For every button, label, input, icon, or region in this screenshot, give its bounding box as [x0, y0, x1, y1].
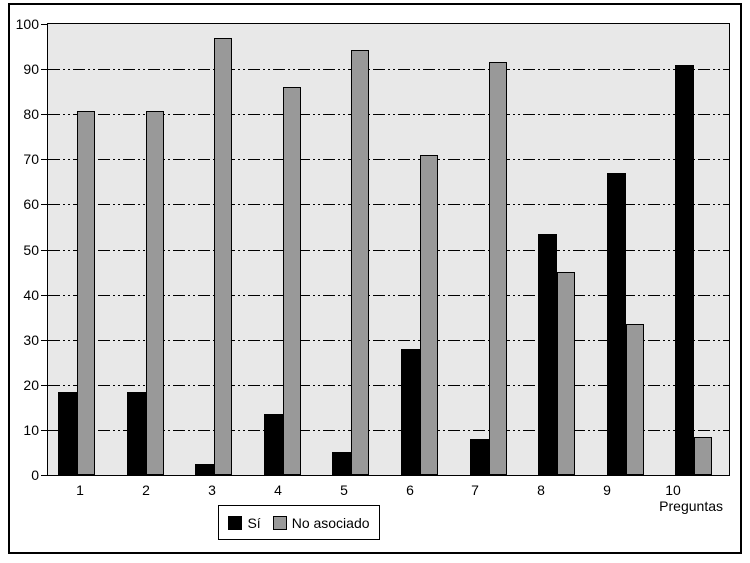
bar-si-10 [675, 65, 694, 475]
chart-frame: Preguntas Sí No asociado 1 2 3 4 5 6 7 8 9 10 0 10 2… [8, 3, 742, 554]
bar-no-asociado-5 [351, 50, 369, 475]
bar-no-asociado-9 [626, 324, 644, 475]
y-tick-mark-30 [41, 340, 48, 341]
x-category-label-2: 2 [142, 482, 150, 498]
bar-si-1 [58, 392, 77, 475]
y-tick-mark-100 [41, 24, 48, 25]
bar-si-6 [401, 349, 420, 475]
y-tick-mark-90 [41, 69, 48, 70]
y-tick-mark-80 [41, 114, 48, 115]
bar-no-asociado-8 [557, 272, 575, 475]
plot-area [47, 23, 730, 476]
y-tick-mark-40 [41, 295, 48, 296]
bar-no-asociado-4 [283, 87, 301, 475]
x-category-label-7: 7 [471, 482, 479, 498]
y-tick-mark-20 [41, 385, 48, 386]
y-tick-label-40: 40 [23, 287, 39, 303]
y-tick-mark-10 [41, 430, 48, 431]
bar-no-asociado-10 [694, 437, 712, 475]
y-tick-label-50: 50 [23, 242, 39, 258]
y-tick-mark-50 [41, 250, 48, 251]
x-category-label-5: 5 [340, 482, 348, 498]
bar-si-5 [332, 452, 351, 475]
legend-label-si: Sí [247, 514, 261, 531]
y-tick-label-90: 90 [23, 61, 39, 77]
y-tick-mark-60 [41, 204, 48, 205]
y-tick-mark-70 [41, 159, 48, 160]
legend-label-no-asociado: No asociado [291, 514, 370, 531]
y-tick-mark-0 [41, 475, 48, 476]
x-category-label-8: 8 [537, 482, 545, 498]
bar-si-4 [264, 414, 283, 475]
bar-no-asociado-3 [214, 38, 232, 475]
bar-no-asociado-1 [77, 111, 95, 475]
y-tick-label-30: 30 [23, 332, 39, 348]
bar-si-9 [607, 173, 626, 475]
y-tick-label-0: 0 [31, 467, 39, 483]
x-category-label-4: 4 [274, 482, 282, 498]
bar-si-3 [195, 464, 214, 475]
x-category-label-10: 10 [665, 482, 681, 498]
y-tick-label-60: 60 [23, 196, 39, 212]
bar-no-asociado-2 [146, 111, 164, 475]
x-category-label-6: 6 [406, 482, 414, 498]
legend-swatch-si [228, 515, 243, 530]
y-tick-label-20: 20 [23, 377, 39, 393]
bar-si-2 [127, 392, 146, 475]
legend: Sí No asociado [218, 505, 380, 540]
x-category-label-1: 1 [76, 482, 84, 498]
bar-no-asociado-6 [420, 155, 438, 475]
y-tick-label-70: 70 [23, 151, 39, 167]
legend-swatch-no-asociado [272, 515, 287, 530]
gridlines [48, 69, 729, 431]
x-axis-title: Preguntas [659, 498, 723, 514]
x-category-label-3: 3 [208, 482, 216, 498]
bar-no-asociado-7 [489, 62, 507, 475]
bar-si-8 [538, 234, 557, 475]
y-tick-label-10: 10 [23, 422, 39, 438]
y-tick-label-80: 80 [23, 106, 39, 122]
bar-si-7 [470, 439, 489, 475]
y-tick-label-100: 100 [15, 16, 39, 32]
x-category-label-9: 9 [603, 482, 611, 498]
